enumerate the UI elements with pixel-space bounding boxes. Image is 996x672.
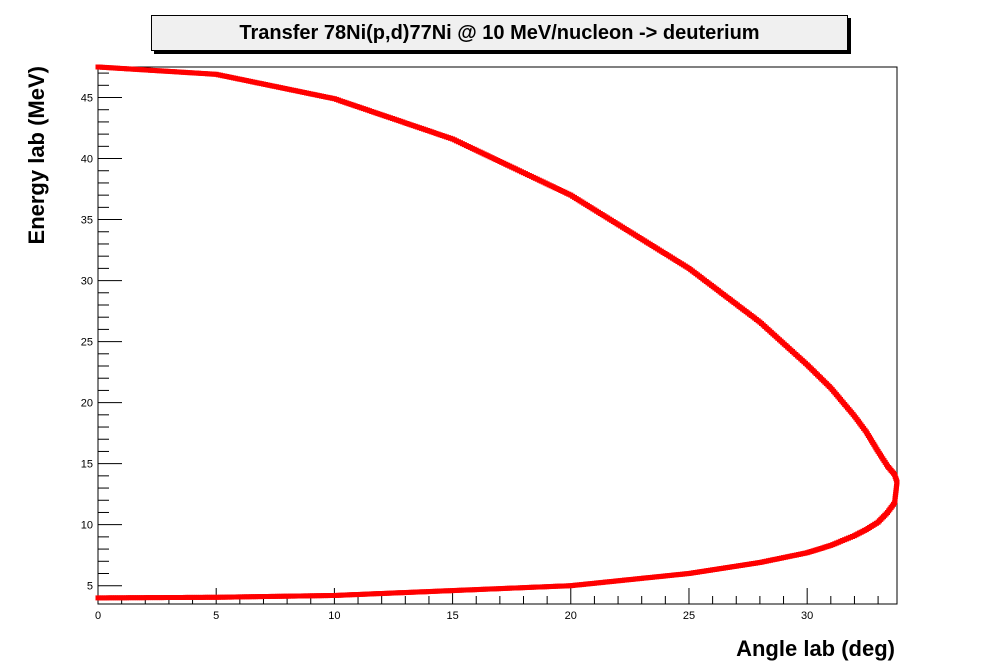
y-tick-label: 45	[81, 93, 93, 105]
y-tick-label: 5	[87, 581, 93, 593]
x-tick-label: 30	[801, 610, 813, 622]
chart-title: Transfer 78Ni(p,d)77Ni @ 10 MeV/nucleon …	[151, 15, 848, 51]
y-tick-label: 15	[81, 459, 93, 471]
x-tick-label: 15	[446, 610, 458, 622]
x-tick-labels: 0 5 10 15 20 25 30	[95, 610, 813, 622]
x-axis-title: Angle lab (deg)	[736, 636, 895, 661]
y-tick-label: 30	[81, 276, 93, 288]
y-tick-label: 35	[81, 215, 93, 227]
y-axis-title: Energy lab (MeV)	[24, 66, 49, 244]
major-ticks	[97, 97, 808, 604]
x-tick-label: 5	[213, 610, 219, 622]
x-tick-label: 10	[328, 610, 340, 622]
y-tick-label: 20	[81, 398, 93, 410]
y-tick-label: 40	[81, 154, 93, 166]
x-tick-label: 25	[683, 610, 695, 622]
plot-frame	[97, 66, 898, 605]
x-tick-label: 20	[565, 610, 577, 622]
data-series	[95, 64, 900, 601]
y-tick-label: 10	[81, 520, 93, 532]
y-tick-label: 25	[81, 337, 93, 349]
x-tick-label: 0	[95, 610, 101, 622]
data-point	[95, 595, 101, 601]
y-tick-labels: 5 10 15 20 25 30 35 40 45	[81, 93, 93, 593]
